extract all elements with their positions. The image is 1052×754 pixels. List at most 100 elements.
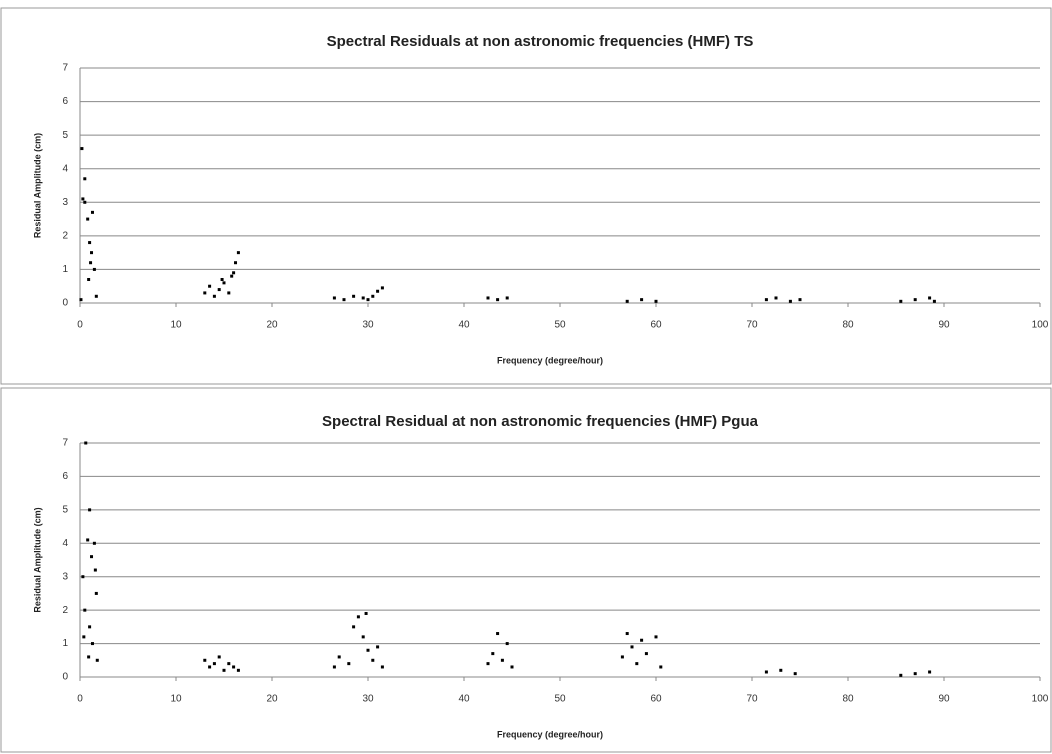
y-tick-label: 4 (62, 538, 68, 549)
point (774, 296, 778, 300)
x-tick-label: 70 (746, 694, 758, 705)
point (620, 655, 624, 659)
point (371, 658, 375, 662)
y-tick-label: 1 (62, 638, 68, 649)
x-tick-label: 60 (650, 320, 662, 331)
point (230, 274, 234, 278)
point (342, 298, 346, 302)
point (88, 508, 92, 512)
y-axis-label: Residual Amplitude (cm) (32, 507, 42, 612)
point (234, 261, 238, 265)
point (654, 635, 658, 639)
point (505, 296, 509, 300)
point (764, 298, 768, 302)
point (635, 662, 639, 666)
point (90, 251, 94, 255)
point (356, 615, 360, 619)
point (208, 284, 212, 288)
point (366, 648, 370, 652)
point (217, 288, 221, 292)
point (90, 555, 94, 559)
y-tick-label: 6 (62, 471, 68, 482)
point (87, 655, 91, 659)
x-tick-label: 60 (650, 694, 662, 705)
point (380, 665, 384, 669)
point (220, 278, 224, 281)
point (227, 662, 231, 666)
point (86, 217, 90, 221)
point (913, 672, 917, 676)
point (88, 625, 92, 629)
point (361, 296, 365, 300)
point (640, 638, 644, 642)
point (779, 668, 783, 672)
point (361, 635, 365, 639)
point (899, 299, 903, 303)
point (491, 652, 495, 656)
y-tick-label: 2 (62, 230, 68, 241)
x-tick-label: 90 (938, 320, 950, 331)
point (486, 296, 490, 300)
x-tick-label: 0 (77, 320, 83, 331)
point (212, 294, 216, 298)
point (82, 635, 86, 639)
point (337, 655, 341, 659)
point (94, 591, 98, 595)
x-tick-label: 20 (266, 694, 278, 705)
point (217, 655, 221, 659)
x-tick-label: 50 (554, 320, 566, 331)
y-tick-label: 3 (62, 571, 68, 582)
point (90, 210, 94, 214)
x-tick-label: 40 (458, 694, 470, 705)
point (80, 147, 84, 151)
point (232, 665, 236, 669)
point (232, 271, 236, 275)
point (788, 299, 792, 303)
point (928, 296, 932, 300)
point (932, 299, 936, 303)
point (332, 296, 336, 300)
point (510, 665, 514, 669)
point (352, 294, 356, 298)
point (92, 541, 96, 545)
point (86, 538, 90, 542)
x-tick-label: 30 (362, 694, 374, 705)
point (659, 665, 663, 669)
x-tick-label: 90 (938, 694, 950, 705)
point (640, 298, 644, 302)
point (376, 645, 380, 649)
x-tick-label: 40 (458, 320, 470, 331)
point (236, 251, 240, 255)
y-tick-label: 2 (62, 605, 68, 616)
point (208, 665, 212, 669)
y-tick-label: 1 (62, 264, 68, 275)
point (81, 575, 85, 579)
x-tick-label: 80 (842, 694, 854, 705)
point (92, 267, 96, 271)
point (79, 298, 83, 302)
x-axis-label: Frequency (degree/hour) (497, 355, 603, 365)
point (87, 278, 91, 281)
point (83, 177, 87, 181)
y-tick-label: 7 (62, 63, 68, 74)
point (352, 625, 356, 629)
y-tick-label: 4 (62, 163, 68, 174)
y-tick-label: 5 (62, 504, 68, 515)
point (371, 294, 375, 298)
point (347, 662, 351, 666)
panel-border (0, 7, 1052, 385)
y-tick-label: 5 (62, 130, 68, 141)
point (625, 632, 629, 636)
point (500, 658, 504, 662)
x-tick-label: 20 (266, 320, 278, 331)
point (376, 289, 380, 293)
chart-title: Spectral Residuals at non astronomic fre… (327, 33, 754, 50)
point (654, 299, 658, 303)
point (84, 441, 88, 445)
y-tick-label: 3 (62, 197, 68, 208)
point (364, 611, 368, 615)
point (81, 197, 85, 201)
point (212, 662, 216, 666)
point (899, 673, 903, 677)
point (227, 291, 231, 295)
